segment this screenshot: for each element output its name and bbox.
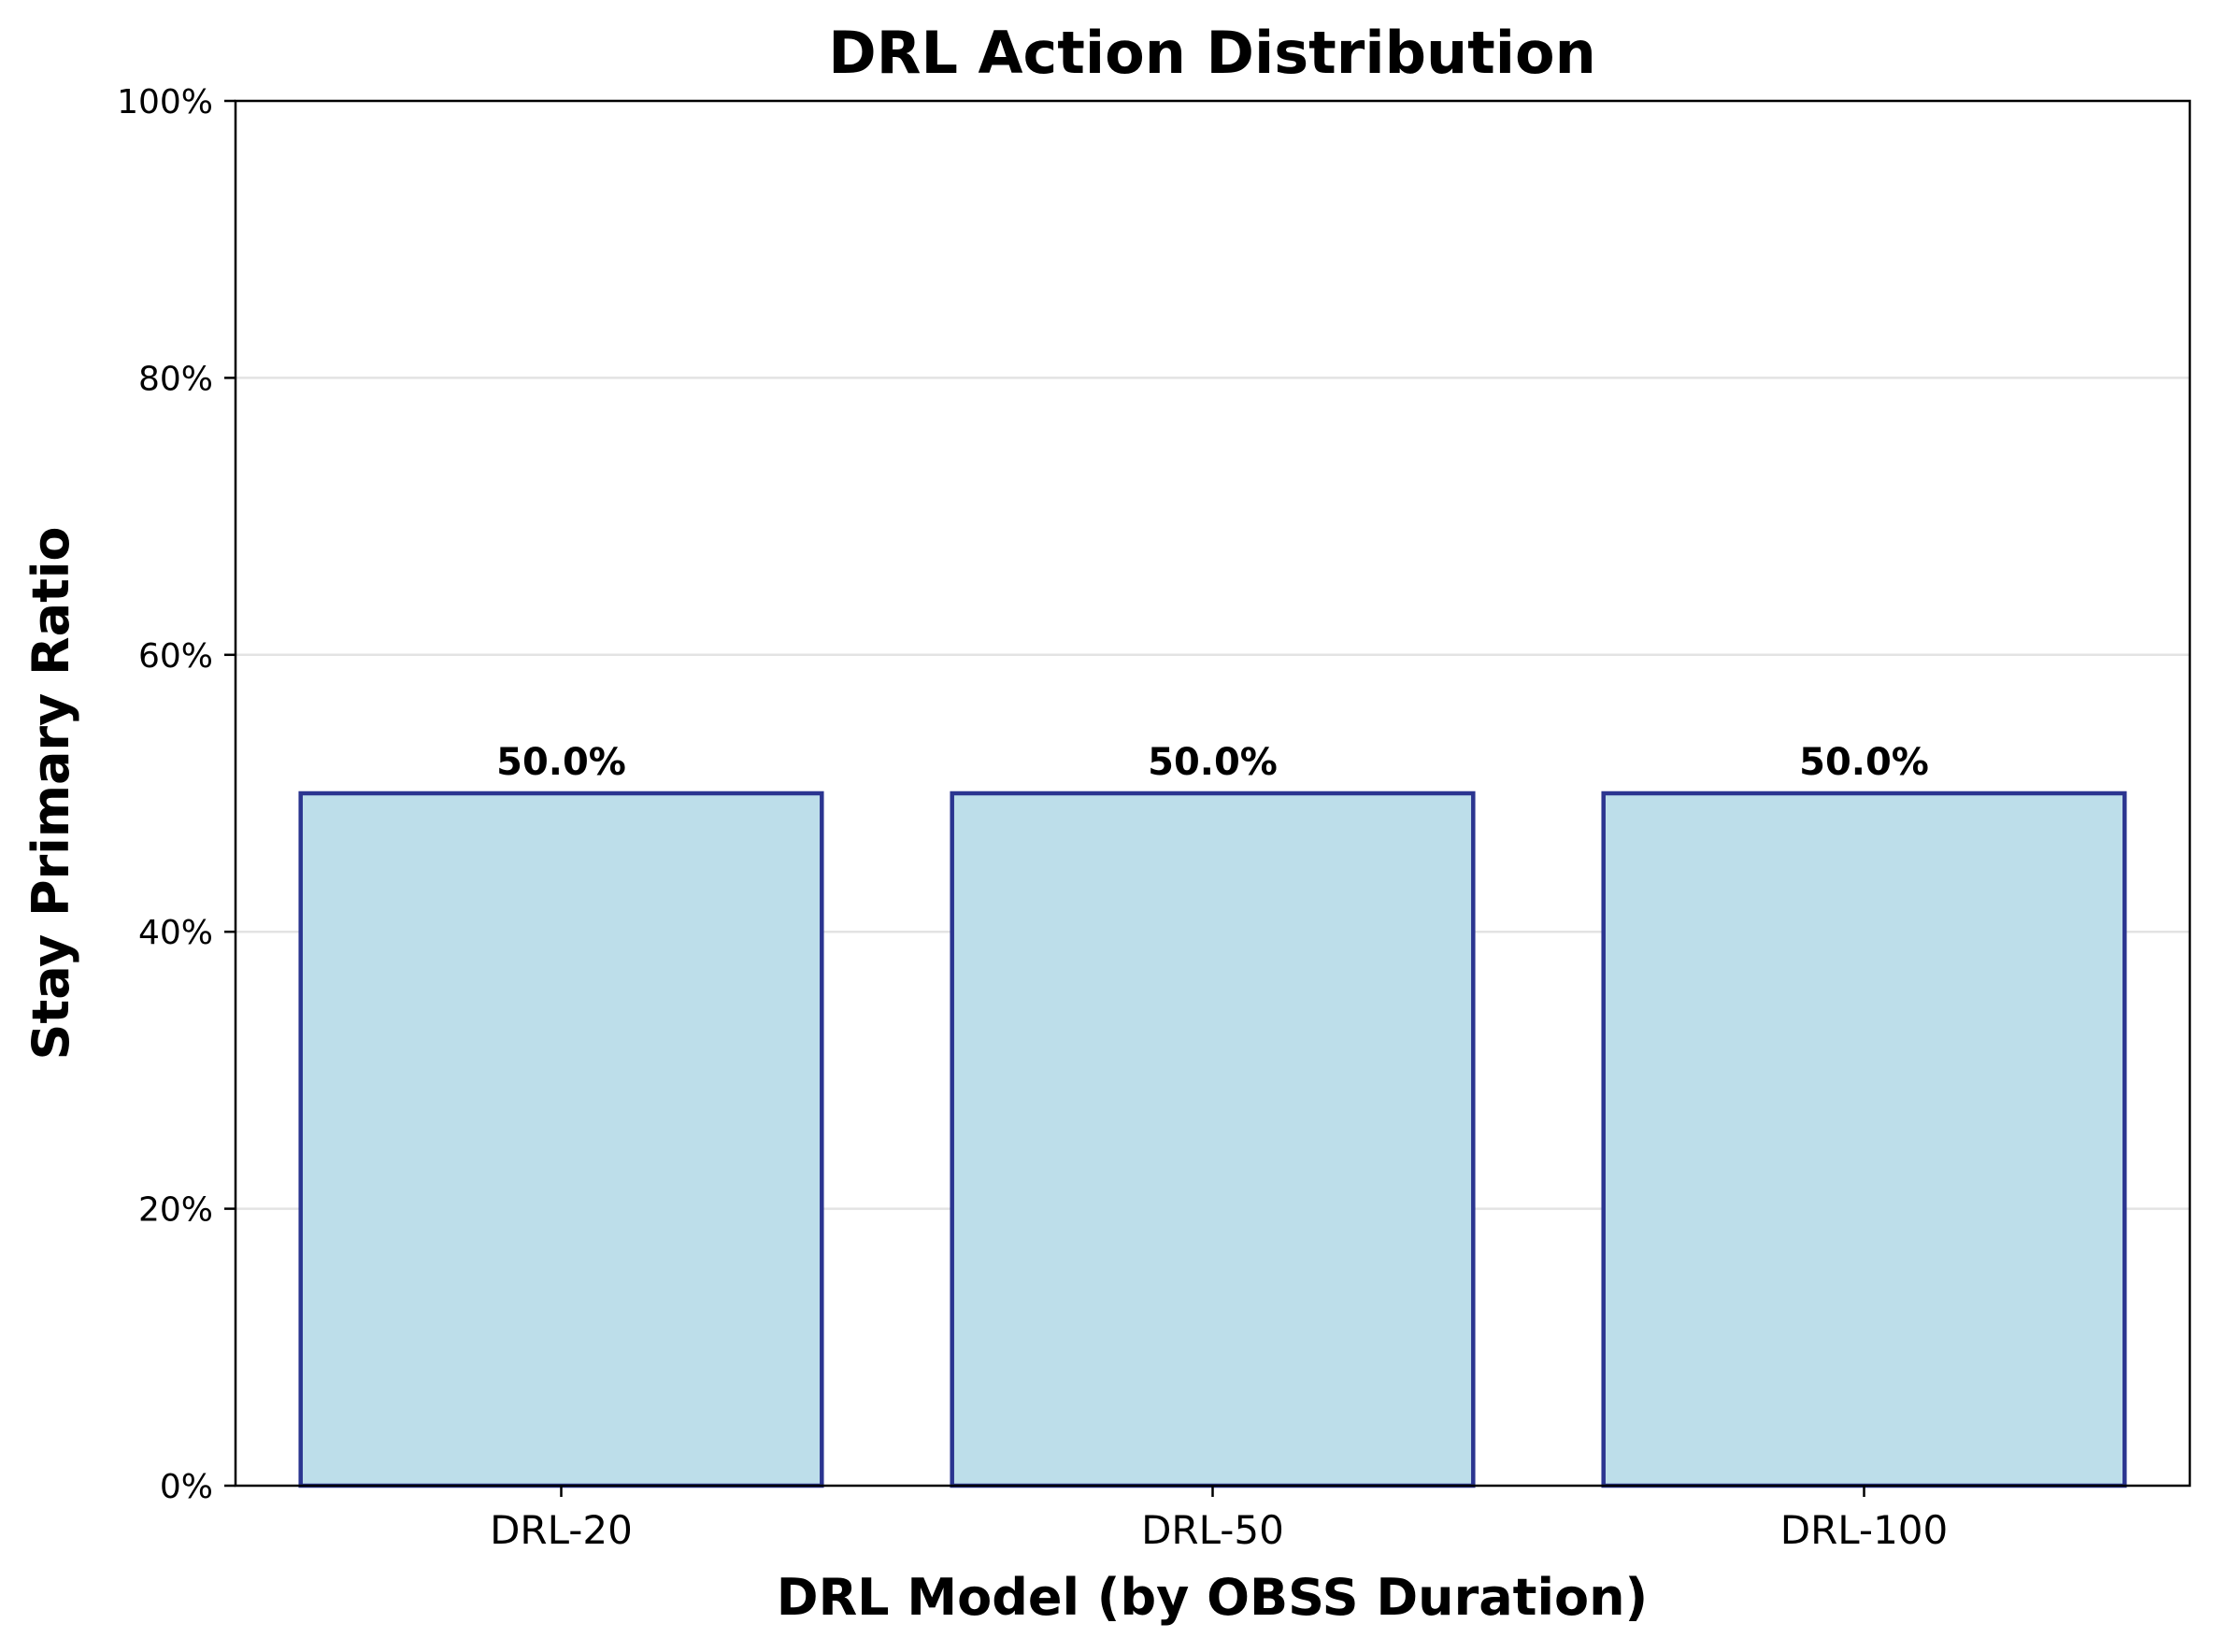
data-labels: 50.0% 50.0% 50.0%: [496, 741, 1929, 784]
data-label-drl-50: 50.0%: [1148, 741, 1278, 784]
x-tick-label-drl-20: DRL-20: [490, 1507, 633, 1553]
chart-title: DRL Action Distribution: [828, 19, 1595, 87]
data-label-drl-20: 50.0%: [496, 741, 626, 784]
y-tick-label: 80%: [138, 360, 213, 398]
x-axis-label: DRL Model (by OBSS Duration): [777, 1568, 1648, 1627]
y-axis-label: Stay Primary Ratio: [21, 527, 80, 1061]
x-ticks: DRL-20 DRL-50 DRL-100: [490, 1486, 1948, 1553]
bar-drl-20: [298, 790, 824, 1488]
bars: [298, 790, 2127, 1488]
y-tick-label: 40%: [138, 914, 213, 952]
y-tick-label: 20%: [138, 1191, 213, 1230]
y-tick-label: 0%: [160, 1468, 213, 1506]
x-tick-label-drl-100: DRL-100: [1780, 1507, 1949, 1553]
y-ticks: 0% 20% 40% 60% 80% 100%: [117, 83, 236, 1506]
y-tick-label: 60%: [138, 637, 213, 676]
x-tick-label-drl-50: DRL-50: [1141, 1507, 1284, 1553]
y-tick-label: 100%: [117, 83, 213, 121]
bar-drl-100: [1601, 790, 2127, 1488]
bar-drl-50: [950, 790, 1476, 1488]
data-label-drl-100: 50.0%: [1799, 741, 1929, 784]
